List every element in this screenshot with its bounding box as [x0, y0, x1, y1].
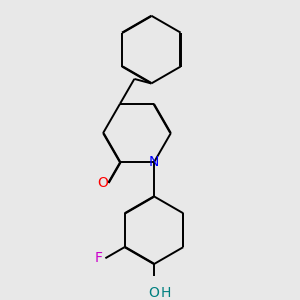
- Text: N: N: [149, 155, 159, 170]
- Text: H: H: [160, 286, 171, 300]
- Text: O: O: [98, 176, 109, 190]
- Text: F: F: [95, 251, 103, 265]
- Text: O: O: [148, 286, 159, 300]
